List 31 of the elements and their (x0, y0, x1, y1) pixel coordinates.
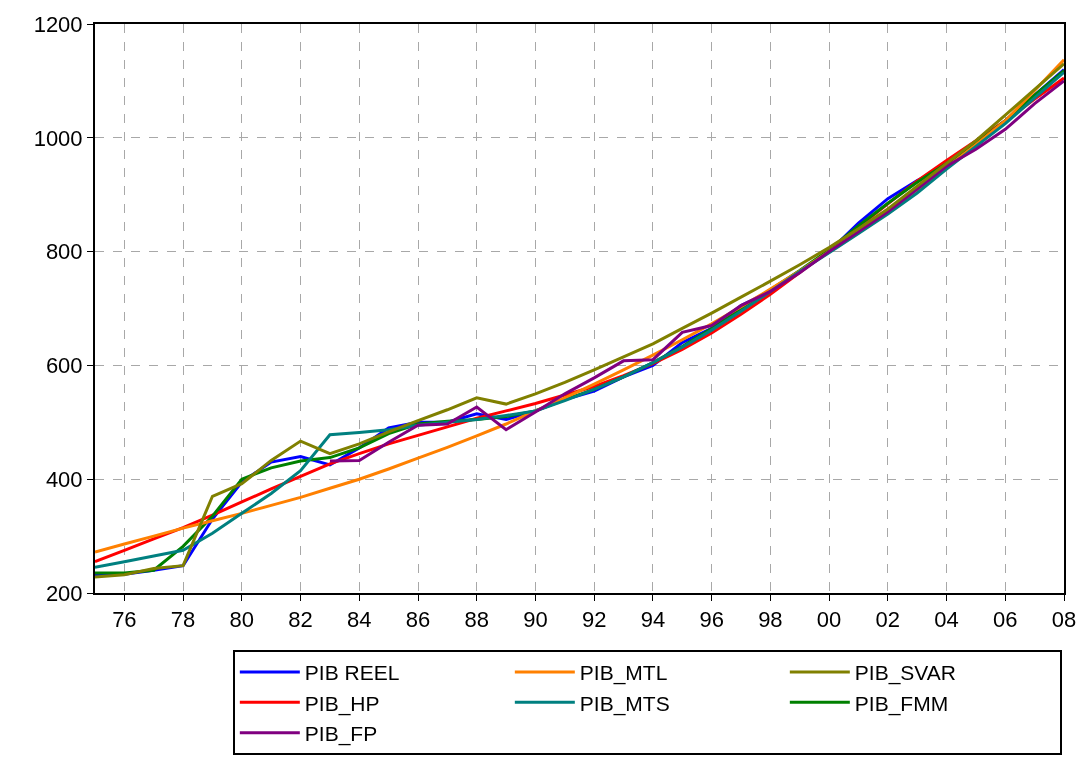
x-tick-label: 80 (229, 607, 255, 633)
y-tick-label: 400 (45, 466, 83, 492)
legend-label: PIB_HP (304, 691, 380, 716)
x-tick-label: 04 (934, 607, 959, 633)
x-tick-label: 78 (170, 607, 196, 633)
x-tick-label: 08 (1051, 607, 1077, 633)
x-tick-label: 90 (523, 607, 548, 633)
legend-label: PIB_MTL (579, 661, 668, 686)
y-tick-label: 600 (45, 353, 83, 379)
legend-label: PIB REEL (304, 661, 400, 685)
x-tick-label: 84 (347, 607, 372, 633)
y-tick-label: 1200 (33, 11, 83, 37)
x-tick-label: 96 (699, 607, 724, 633)
x-tick-label: 82 (288, 607, 313, 633)
line-series (328, 79, 1064, 463)
legend-label: PIB_FMM (854, 691, 949, 716)
y-tick-label: 1000 (33, 125, 83, 151)
legend-label: PIB_MTS (579, 691, 670, 716)
x-tick-label: 92 (581, 607, 607, 633)
x-tick-label: 88 (464, 607, 489, 633)
y-tick-label: 200 (45, 580, 83, 606)
x-tick-label: 06 (993, 607, 1018, 633)
x-tick-label: 98 (758, 607, 783, 633)
legend-label: PIB_SVAR (854, 661, 956, 686)
x-tick-label: 76 (112, 607, 137, 633)
x-tick-label: 94 (640, 607, 666, 633)
x-tick-label: 86 (405, 607, 431, 633)
legend-label: PIB_FP (304, 721, 378, 746)
x-tick-label: 00 (816, 607, 842, 633)
x-tick-label: 02 (875, 607, 901, 633)
y-tick-label: 800 (45, 239, 83, 265)
